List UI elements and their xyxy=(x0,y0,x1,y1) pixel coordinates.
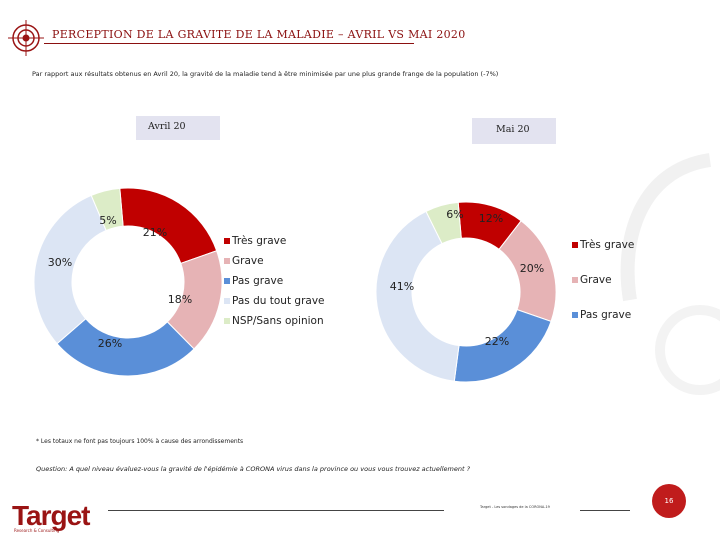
may-data-label-2: 22% xyxy=(485,335,509,348)
may-legend-swatch-1 xyxy=(572,277,578,283)
april-legend-swatch-4 xyxy=(224,318,230,324)
footnote: * Les totaux ne font pas toujours 100% à… xyxy=(36,438,244,445)
april-legend-label-4: NSP/Sans opinion xyxy=(232,315,324,327)
may-slice-4 xyxy=(425,201,462,245)
april-slice-0 xyxy=(119,187,218,265)
page-number: 16 xyxy=(652,484,686,518)
april-legend-swatch-0 xyxy=(224,238,230,244)
april-legend-label-2: Pas grave xyxy=(232,275,283,287)
april-slice-2 xyxy=(56,318,195,377)
april-legend-swatch-3 xyxy=(224,298,230,304)
may-legend-swatch-0 xyxy=(572,242,578,248)
april-legend-swatch-2 xyxy=(224,278,230,284)
source-text: Target - Les sondages de la CORONA-19 xyxy=(480,505,550,509)
intro-text: Par rapport aux résultats obtenus en Avr… xyxy=(32,70,499,78)
watermark-icon xyxy=(620,153,720,395)
title-underline xyxy=(44,43,414,44)
may-legend-swatch-2 xyxy=(572,312,578,318)
may-data-label-3: 41% xyxy=(390,280,414,293)
footer-rule-left xyxy=(108,510,444,511)
page-title: PERCEPTION DE LA GRAVITE DE LA MALADIE –… xyxy=(52,28,466,41)
april-slice-3 xyxy=(33,194,107,345)
april-data-label-2: 26% xyxy=(98,337,122,350)
may-legend-label-0: Très grave xyxy=(579,239,634,251)
may-data-label-0: 12% xyxy=(479,212,503,225)
footer-rule-right xyxy=(580,510,630,511)
may-label-box: Mai 20 xyxy=(472,118,556,144)
april-label-box: Avril 20 xyxy=(136,116,220,140)
may-data-label-4: 6% xyxy=(446,208,463,221)
may-slice-3 xyxy=(375,210,460,382)
april-label: Avril 20 xyxy=(148,121,186,132)
april-data-label-0: 21% xyxy=(143,226,167,239)
april-legend-label-0: Très grave xyxy=(231,235,286,247)
april-legend-label-1: Grave xyxy=(232,255,264,267)
target-crosshair-icon xyxy=(8,20,44,56)
april-legend-label-3: Pas du tout grave xyxy=(232,295,325,307)
question-text: Question: A quel niveau évaluez-vous la … xyxy=(36,465,471,473)
may-legend-label-1: Grave xyxy=(580,274,612,286)
target-logo: Target xyxy=(12,500,90,531)
april-data-label-3: 30% xyxy=(48,256,72,269)
april-data-label-4: 5% xyxy=(99,214,116,227)
logo-subtitle: Research & Consulting xyxy=(14,528,60,533)
april-slice-4 xyxy=(90,187,124,232)
may-legend-label-2: Pas grave xyxy=(580,309,631,321)
may-data-label-1: 20% xyxy=(520,262,544,275)
april-data-label-1: 18% xyxy=(168,293,192,306)
may-label: Mai 20 xyxy=(496,124,530,135)
april-legend-swatch-1 xyxy=(224,258,230,264)
